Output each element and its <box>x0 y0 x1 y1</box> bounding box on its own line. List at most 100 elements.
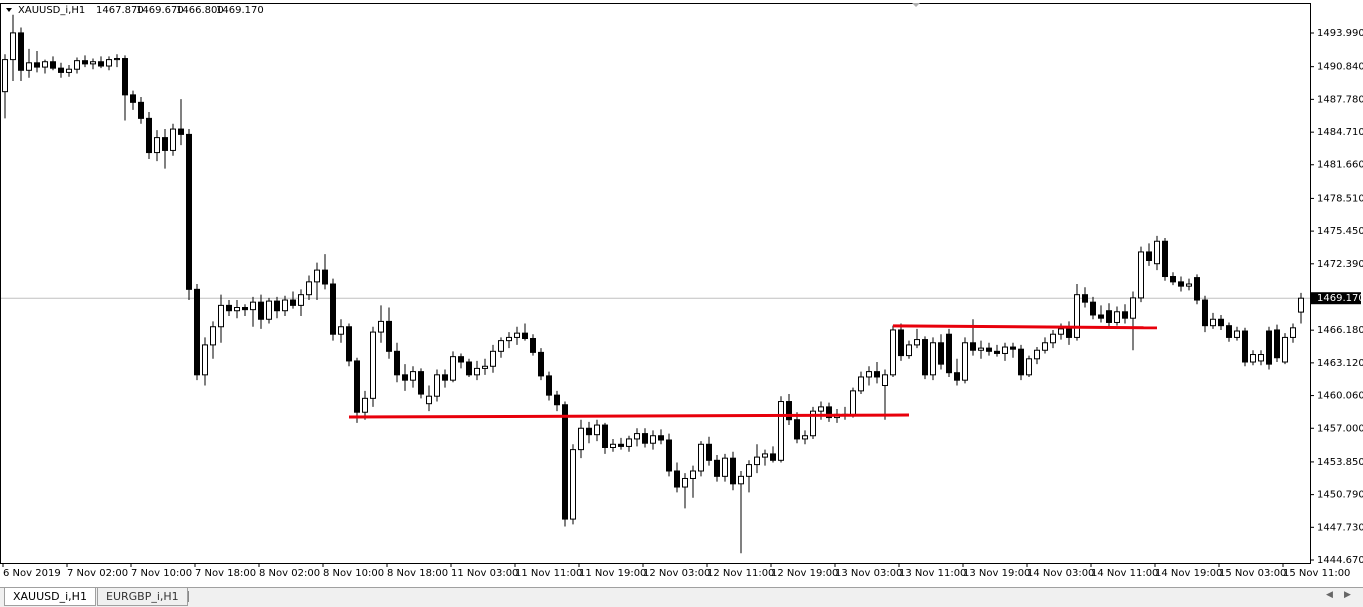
candle-body <box>690 470 696 479</box>
candle-body <box>66 68 72 73</box>
candle-body <box>354 360 360 413</box>
candle-body <box>466 361 472 376</box>
candle-body <box>410 371 416 381</box>
x-tick-label: 14 Nov 19:00 <box>1155 568 1222 579</box>
candle-body <box>330 283 336 335</box>
current-price-badge <box>1311 292 1361 305</box>
candle-body <box>610 443 616 448</box>
candle-body <box>178 128 184 135</box>
candle-body <box>666 439 672 472</box>
candle-body <box>594 424 600 436</box>
tab[interactable]: EURGBP_i,H1 <box>97 588 188 606</box>
x-tick-label: 13 Nov 11:00 <box>899 568 966 579</box>
candle-body <box>218 304 224 328</box>
candle-body <box>274 300 280 312</box>
x-tick-label: 15 Nov 11:00 <box>1283 568 1350 579</box>
candle-body <box>90 61 96 65</box>
candle-body <box>50 61 56 69</box>
scroll-left[interactable]: ◀ <box>1326 590 1333 600</box>
trend-line <box>348 413 910 419</box>
x-tick-label: 14 Nov 11:00 <box>1091 568 1158 579</box>
candle-body <box>1178 281 1184 287</box>
trend-line <box>892 324 1158 330</box>
candle-body <box>362 397 368 413</box>
candle-body <box>1202 299 1208 327</box>
candle-body <box>626 438 632 447</box>
candle-body <box>1298 297 1304 313</box>
candle-body <box>802 435 808 440</box>
x-tick-label: 14 Nov 03:00 <box>1027 568 1094 579</box>
candle-body <box>10 32 16 61</box>
candle-body <box>890 329 896 376</box>
candle-body <box>298 294 304 306</box>
candle-body <box>602 424 608 448</box>
candle-body <box>1210 318 1216 327</box>
candle-body <box>650 435 656 444</box>
candle-body <box>778 401 784 461</box>
candle-body <box>826 406 832 419</box>
candle-body <box>1186 283 1192 287</box>
x-tick-label: 12 Nov 11:00 <box>707 568 774 579</box>
candle-body <box>754 456 760 466</box>
candle-body <box>42 61 48 68</box>
x-tick-label: 11 Nov 19:00 <box>579 568 646 579</box>
candle-body <box>162 137 168 151</box>
candle-body <box>1154 240 1160 265</box>
candle-body <box>154 137 160 154</box>
scroll-right[interactable]: ▶ <box>1344 590 1351 600</box>
candle-body <box>1194 277 1200 301</box>
y-tick-label: 1484.710 <box>1317 127 1363 138</box>
candle-body <box>394 350 400 376</box>
tab-bar: XAUUSD_i,H1 EURGBP_i,H1 ◀ ▶ <box>0 587 1363 607</box>
candle-body <box>114 58 120 61</box>
candle-body <box>874 371 880 378</box>
candle-body <box>1282 336 1288 363</box>
candle-body <box>730 457 736 485</box>
candle-body <box>338 326 344 335</box>
y-tick-label: 1460.060 <box>1317 391 1363 402</box>
candle-body <box>1106 310 1112 323</box>
tab[interactable]: XAUUSD_i,H1 <box>4 588 96 606</box>
candle-body <box>474 367 480 376</box>
candle-body <box>82 60 88 65</box>
x-tick-label: 13 Nov 03:00 <box>835 568 902 579</box>
candle-body <box>722 457 728 477</box>
candle-body <box>458 356 464 363</box>
x-tick-label: 8 Nov 02:00 <box>259 568 320 579</box>
candle-body <box>170 128 176 151</box>
candle-body <box>450 356 456 381</box>
x-tick-label: 8 Nov 10:00 <box>323 568 384 579</box>
candle-body <box>386 320 392 352</box>
candle-body <box>98 61 104 67</box>
candle-body <box>1066 328 1072 338</box>
candle-body <box>74 60 80 70</box>
y-tick-label: 1444.670 <box>1317 555 1363 566</box>
y-tick-label: 1472.390 <box>1317 259 1363 270</box>
candle-body <box>1058 328 1064 335</box>
x-tick-label: 6 Nov 2019 <box>3 568 61 579</box>
candle-body <box>498 340 504 352</box>
candle-body <box>946 333 952 374</box>
candle-body <box>266 300 272 320</box>
candle-body <box>258 301 264 320</box>
header-value: 1469.670 <box>136 5 184 16</box>
candle-body <box>618 443 624 447</box>
candle-body <box>938 342 944 365</box>
x-tick-label: 7 Nov 18:00 <box>195 568 256 579</box>
candle-body <box>546 375 552 396</box>
candle-body <box>642 433 648 444</box>
candle-body <box>482 365 488 369</box>
candle-body <box>978 347 984 351</box>
candle-body <box>306 281 312 296</box>
candle-body <box>866 371 872 378</box>
candle-body <box>698 443 704 472</box>
menu-arrow[interactable] <box>6 8 12 12</box>
candle-body <box>106 59 112 67</box>
candle-body <box>1242 330 1248 363</box>
x-tick-label: 13 Nov 19:00 <box>963 568 1030 579</box>
candle-body <box>714 459 720 477</box>
candle-body <box>682 477 688 488</box>
candle-body <box>562 404 568 520</box>
candle-body <box>970 342 976 351</box>
